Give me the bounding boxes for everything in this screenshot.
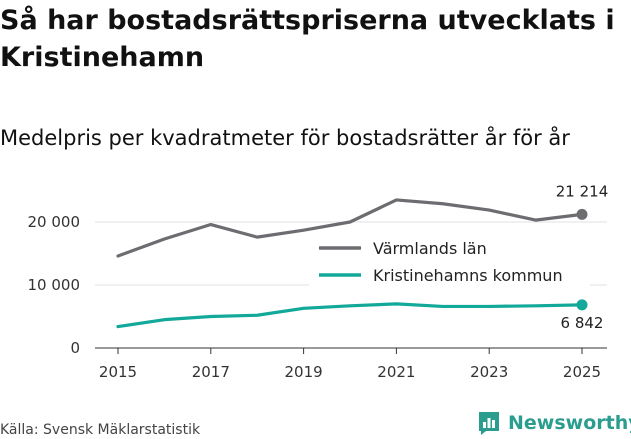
x-tick-label: 2023: [470, 363, 508, 381]
source-note: Källa: Svensk Mäklarstatistik: [0, 422, 201, 438]
x-tick-label: 2025: [563, 363, 601, 381]
y-tick-label: 0: [70, 339, 80, 357]
end-point-marker: [576, 208, 588, 220]
series-line-kristinehamn: [116, 302, 584, 329]
x-tick-label: 2015: [99, 363, 137, 381]
newsworthy-logo[interactable]: Newsworthy: [476, 410, 631, 436]
chart-subtitle: Medelpris per kvadratmeter för bostadsrä…: [0, 126, 570, 150]
x-tick-label: 2017: [192, 363, 230, 381]
legend-box: [309, 233, 590, 293]
chart-title: Så har bostadsrättspriserna utvecklats i…: [0, 5, 615, 73]
newsworthy-logo-icon: [479, 412, 499, 435]
series-line-varmland: [116, 198, 584, 258]
y-tick-label: 20 000: [28, 213, 81, 231]
y-tick-label: 10 000: [28, 276, 81, 294]
legend-label: Kristinehamns kommun: [373, 266, 563, 285]
legend-label: Värmlands län: [373, 239, 487, 258]
end-value-label: 21 214: [556, 182, 609, 200]
end-point-marker: [576, 299, 588, 311]
x-tick-label: 2021: [377, 363, 415, 381]
x-tick-label: 2019: [285, 363, 323, 381]
newsworthy-logo-text: Newsworthy: [508, 412, 631, 434]
end-value-label: 6 842: [561, 314, 604, 332]
